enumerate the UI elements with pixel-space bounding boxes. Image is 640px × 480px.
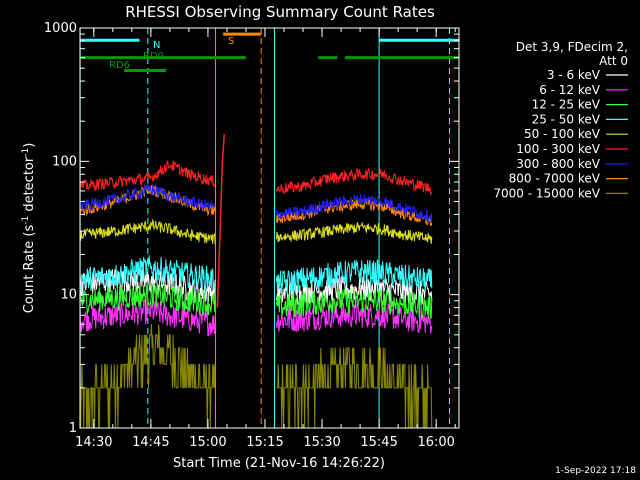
series-line <box>275 288 433 320</box>
y-axis-label: Count Rate (s-1 detector-1) <box>21 143 37 314</box>
series-line <box>79 324 216 429</box>
series-line <box>79 218 216 245</box>
state-bar-label: RD0 <box>143 51 164 62</box>
y-axis-label-part: -1 <box>21 216 31 225</box>
x-tick-label: 15:30 <box>303 435 340 450</box>
legend-entry-label: 800 - 7000 keV <box>509 172 601 186</box>
series-line <box>80 182 216 212</box>
legend-entry-label: 300 - 800 keV <box>516 157 600 171</box>
y-tick-label: 1 <box>69 421 77 436</box>
y-axis-label-part: ) <box>22 143 37 148</box>
series-line <box>79 298 216 337</box>
series-line <box>276 347 433 429</box>
x-tick-label: 16:00 <box>417 435 454 450</box>
y-axis-label-part: detector <box>22 156 37 216</box>
state-bar-label: RD6 <box>109 60 130 71</box>
series-line <box>275 193 433 224</box>
x-tick-label: 15:00 <box>189 435 226 450</box>
state-bars: N S RD0 RD6 <box>80 32 459 73</box>
series-line <box>79 255 216 293</box>
series-line <box>79 282 216 316</box>
legend-entry-label: 100 - 300 keV <box>516 142 600 156</box>
state-bar-label: N <box>153 40 160 51</box>
y-tick-label: 100 <box>52 154 77 169</box>
y-tick-label: 10 <box>60 288 77 303</box>
axes: 1 10 100 1000 14:30 14:45 15:00 15:15 15:30 15:45… <box>44 21 460 450</box>
x-axis-label: Start Time (21-Nov-16 14:26:22) <box>173 456 385 471</box>
legend-entry-label: 25 - 50 keV <box>532 112 601 126</box>
series-line <box>79 160 216 191</box>
footer-date: 1-Sep-2022 17:18 <box>555 466 636 476</box>
x-tick-label: 15:45 <box>360 435 397 450</box>
chart-title: RHESSI Observing Summary Count Rates <box>125 3 435 21</box>
x-tick-label: 15:15 <box>246 435 283 450</box>
y-tick-label: 1000 <box>44 21 77 36</box>
legend-header: Det 3,9, FDecim 2, <box>516 40 628 54</box>
y-axis-label-part: -1 <box>21 148 31 157</box>
state-bar-label: S <box>228 36 234 47</box>
x-tick-label: 14:45 <box>132 435 169 450</box>
y-axis-label-part: Count Rate (s <box>22 225 37 314</box>
x-tick-label: 14:30 <box>75 435 112 450</box>
legend-entry-label: 6 - 12 keV <box>539 83 601 97</box>
series-layer <box>79 134 433 429</box>
plot-frame <box>79 27 460 429</box>
legend-entry-label: 7000 - 15000 keV <box>493 186 600 200</box>
series-line <box>275 303 433 334</box>
legend-entry-label: 3 - 6 keV <box>547 68 601 82</box>
series-line <box>275 222 433 244</box>
legend-header: Att 0 <box>599 54 628 68</box>
series-line <box>275 168 433 197</box>
legend-entry-label: 50 - 100 keV <box>524 127 601 141</box>
series-line <box>275 259 433 295</box>
flare-rise-line <box>216 134 226 308</box>
legend-entry-label: 12 - 25 keV <box>532 98 601 112</box>
